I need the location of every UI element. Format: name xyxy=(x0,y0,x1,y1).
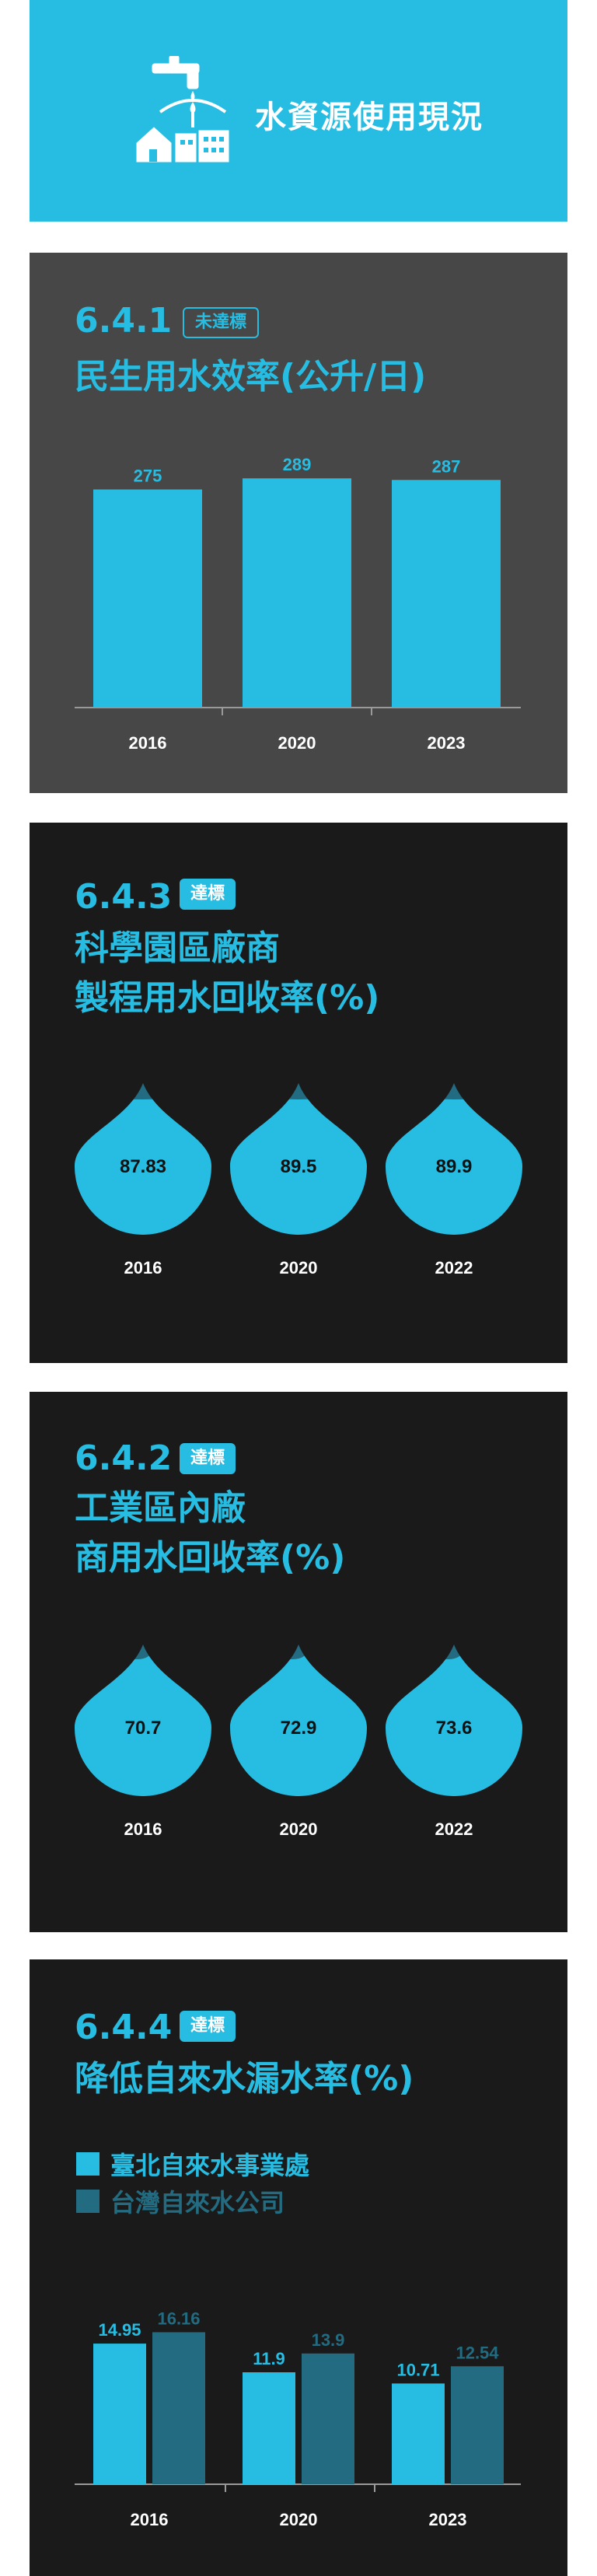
drop-fill xyxy=(230,1092,367,1235)
data-label: 13.9 xyxy=(312,2330,345,2350)
indicator-code: 6.4.1 xyxy=(75,301,173,341)
status-badge: 達標 xyxy=(180,2011,236,2042)
data-label: 16.16 xyxy=(157,2309,200,2328)
bar xyxy=(93,489,202,708)
x-tick-label: 2020 xyxy=(280,1258,318,1278)
panel-title-line-2: 商用水回收率(%) xyxy=(75,1538,346,1578)
x-tick-label: 2016 xyxy=(129,733,167,753)
status-badge: 達標 xyxy=(180,879,236,910)
data-label: 275 xyxy=(134,467,162,486)
data-label: 11.9 xyxy=(253,2349,285,2368)
panel-title-line-1: 工業區內廠 xyxy=(75,1488,246,1528)
data-label: 89.5 xyxy=(281,1156,317,1177)
indicator-code: 6.4.2 xyxy=(75,1438,173,1478)
panel-title: 民生用水效率(公升/日) xyxy=(75,357,427,397)
x-tick-label: 2022 xyxy=(435,1258,473,1278)
x-tick-label: 2016 xyxy=(131,2510,169,2529)
bar xyxy=(243,478,351,708)
panel-industrial-zone-recycling: 6.4.2 達標 工業區內廠 商用水回收率(%) 70.7 2016 72.9 202… xyxy=(30,1392,567,1932)
bar-chart: 275 2016 289 2020 287 2023 xyxy=(75,455,521,753)
bar xyxy=(392,480,501,708)
data-label: 10.71 xyxy=(396,2360,439,2379)
data-label: 89.9 xyxy=(436,1156,473,1177)
x-tick-label: 2020 xyxy=(280,1819,318,1839)
panel-domestic-water-efficiency: 6.4.1 未達標 民生用水效率(公升/日) 275 2016 289 2020 287… xyxy=(30,253,567,793)
bar xyxy=(152,2332,205,2484)
x-tick-label: 2020 xyxy=(280,2510,318,2529)
legend-label: 台灣自來水公司 xyxy=(110,2188,285,2218)
data-label: 287 xyxy=(432,456,461,476)
x-tick-label: 2016 xyxy=(124,1258,162,1278)
drop-fill xyxy=(75,1092,211,1235)
x-tick-label: 2016 xyxy=(124,1819,162,1839)
data-label: 14.95 xyxy=(98,2320,141,2340)
grouped-bar-chart: 14.95 16.16 2016 11.9 13.9 2020 10.71 12.54 2023 xyxy=(75,2309,521,2529)
indicator-code: 6.4.4 xyxy=(75,2008,173,2047)
legend-swatch xyxy=(76,2152,100,2176)
x-tick-label: 2023 xyxy=(428,733,466,753)
drop-fill xyxy=(386,1092,522,1235)
panel-title-line-1: 科學園區廠商 xyxy=(75,928,280,968)
faucet-houses-icon xyxy=(136,56,229,163)
bar xyxy=(302,2353,354,2484)
legend-label: 臺北自來水事業處 xyxy=(110,2151,310,2180)
panel-science-park-recycling: 6.4.3 達標 科學園區廠商 製程用水回收率(%) 87.83 2016 89.5… xyxy=(30,823,567,1363)
status-badge: 達標 xyxy=(180,1443,236,1474)
panel-title: 降低自來水漏水率(%) xyxy=(75,2059,414,2099)
bar xyxy=(392,2383,445,2484)
header-banner: 水資源使用現況 xyxy=(30,0,567,222)
data-label: 12.54 xyxy=(456,2343,499,2362)
panel-title-line-2: 製程用水回收率(%) xyxy=(75,978,380,1018)
bar xyxy=(93,2344,146,2484)
data-label: 87.83 xyxy=(120,1156,166,1177)
bar xyxy=(451,2366,504,2484)
data-label: 73.6 xyxy=(436,1718,473,1739)
page-title: 水資源使用現況 xyxy=(255,100,484,135)
x-tick-label: 2023 xyxy=(429,2510,467,2529)
drop-chart: 70.7 2016 72.9 2020 73.6 2022 xyxy=(75,1645,522,1839)
x-tick-label: 2020 xyxy=(278,733,316,753)
status-badge: 未達標 xyxy=(183,307,260,338)
x-tick-label: 2022 xyxy=(435,1819,473,1839)
data-label: 289 xyxy=(283,455,312,474)
data-label: 70.7 xyxy=(125,1718,162,1739)
legend-item-taiwan: 台灣自來水公司 xyxy=(76,2183,285,2219)
indicator-code: 6.4.3 xyxy=(75,877,173,917)
panel-water-leakage: 6.4.4 達標 降低自來水漏水率(%) 臺北自來水事業處 台灣自來水公司 14… xyxy=(30,1959,567,2576)
legend-swatch xyxy=(76,2190,100,2213)
drop-chart: 87.83 2016 89.5 2020 89.9 2022 xyxy=(75,1083,522,1278)
bar xyxy=(243,2372,295,2484)
data-label: 72.9 xyxy=(281,1718,317,1739)
legend-item-taipei: 臺北自來水事業處 xyxy=(76,2146,309,2182)
